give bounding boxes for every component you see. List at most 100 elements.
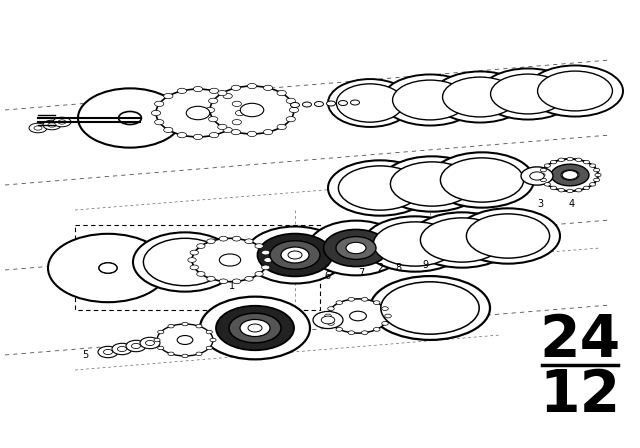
Ellipse shape xyxy=(209,133,219,138)
Ellipse shape xyxy=(589,183,596,186)
Ellipse shape xyxy=(490,74,566,114)
Ellipse shape xyxy=(270,241,320,269)
Ellipse shape xyxy=(313,311,343,328)
Ellipse shape xyxy=(373,222,456,266)
Text: 8: 8 xyxy=(395,263,401,273)
Ellipse shape xyxy=(223,94,232,99)
Ellipse shape xyxy=(326,101,335,106)
Ellipse shape xyxy=(550,186,557,190)
Ellipse shape xyxy=(328,160,432,215)
Ellipse shape xyxy=(220,254,241,266)
Ellipse shape xyxy=(232,279,241,284)
Ellipse shape xyxy=(291,103,300,108)
Ellipse shape xyxy=(220,279,228,284)
Ellipse shape xyxy=(196,352,202,356)
Ellipse shape xyxy=(186,106,210,120)
Ellipse shape xyxy=(346,242,366,254)
Ellipse shape xyxy=(177,133,186,138)
Ellipse shape xyxy=(220,236,228,241)
Text: 9: 9 xyxy=(422,260,428,270)
Ellipse shape xyxy=(245,276,253,281)
Ellipse shape xyxy=(550,160,557,164)
Ellipse shape xyxy=(308,221,404,276)
Ellipse shape xyxy=(209,116,218,122)
Ellipse shape xyxy=(155,120,164,125)
Ellipse shape xyxy=(216,306,294,350)
Ellipse shape xyxy=(385,314,391,318)
Ellipse shape xyxy=(348,331,355,335)
Ellipse shape xyxy=(182,322,188,326)
Ellipse shape xyxy=(390,162,474,206)
Ellipse shape xyxy=(277,124,286,129)
Ellipse shape xyxy=(593,168,600,172)
Ellipse shape xyxy=(538,71,612,111)
Ellipse shape xyxy=(207,239,215,244)
Ellipse shape xyxy=(336,301,342,305)
Ellipse shape xyxy=(432,72,528,123)
Ellipse shape xyxy=(558,189,564,192)
Ellipse shape xyxy=(339,166,422,210)
Ellipse shape xyxy=(593,178,600,182)
Ellipse shape xyxy=(140,337,160,349)
Ellipse shape xyxy=(231,129,241,135)
Ellipse shape xyxy=(370,276,490,340)
Ellipse shape xyxy=(200,297,310,359)
Ellipse shape xyxy=(193,86,203,92)
Text: 24: 24 xyxy=(540,311,621,369)
Ellipse shape xyxy=(232,120,241,125)
Ellipse shape xyxy=(177,88,186,94)
Ellipse shape xyxy=(324,314,332,318)
Ellipse shape xyxy=(99,263,117,273)
Ellipse shape xyxy=(264,129,273,135)
Ellipse shape xyxy=(328,79,412,127)
Ellipse shape xyxy=(595,173,601,177)
Text: 1: 1 xyxy=(229,281,235,291)
Ellipse shape xyxy=(210,86,294,134)
Ellipse shape xyxy=(112,343,132,355)
Ellipse shape xyxy=(218,90,227,96)
Ellipse shape xyxy=(48,234,168,302)
Ellipse shape xyxy=(145,340,154,345)
Ellipse shape xyxy=(381,282,479,334)
Ellipse shape xyxy=(164,94,173,99)
Ellipse shape xyxy=(540,178,547,182)
Ellipse shape xyxy=(223,127,232,133)
Ellipse shape xyxy=(348,297,355,301)
Ellipse shape xyxy=(567,189,573,193)
Ellipse shape xyxy=(281,247,309,263)
Ellipse shape xyxy=(584,160,589,164)
Ellipse shape xyxy=(240,319,270,336)
Ellipse shape xyxy=(286,98,296,103)
Ellipse shape xyxy=(207,276,215,281)
Ellipse shape xyxy=(104,349,113,354)
Ellipse shape xyxy=(126,340,146,352)
Ellipse shape xyxy=(314,102,323,107)
Text: 2: 2 xyxy=(377,263,383,273)
Ellipse shape xyxy=(53,117,71,127)
Ellipse shape xyxy=(328,307,334,310)
Ellipse shape xyxy=(157,346,164,350)
Ellipse shape xyxy=(567,157,573,161)
Ellipse shape xyxy=(182,354,188,358)
Ellipse shape xyxy=(392,80,467,120)
Ellipse shape xyxy=(373,301,380,305)
Ellipse shape xyxy=(231,85,241,90)
Ellipse shape xyxy=(530,172,544,180)
Ellipse shape xyxy=(255,244,263,249)
Ellipse shape xyxy=(420,218,504,262)
Ellipse shape xyxy=(78,88,182,148)
Ellipse shape xyxy=(363,216,467,271)
Ellipse shape xyxy=(177,336,193,345)
Ellipse shape xyxy=(196,244,205,249)
Ellipse shape xyxy=(562,171,578,180)
Ellipse shape xyxy=(209,98,218,103)
Ellipse shape xyxy=(229,313,281,343)
Ellipse shape xyxy=(232,101,241,107)
Ellipse shape xyxy=(575,158,582,162)
Ellipse shape xyxy=(539,173,545,177)
Ellipse shape xyxy=(43,120,61,130)
Ellipse shape xyxy=(196,271,205,276)
Ellipse shape xyxy=(589,164,596,168)
Ellipse shape xyxy=(192,238,268,282)
Ellipse shape xyxy=(328,322,334,325)
